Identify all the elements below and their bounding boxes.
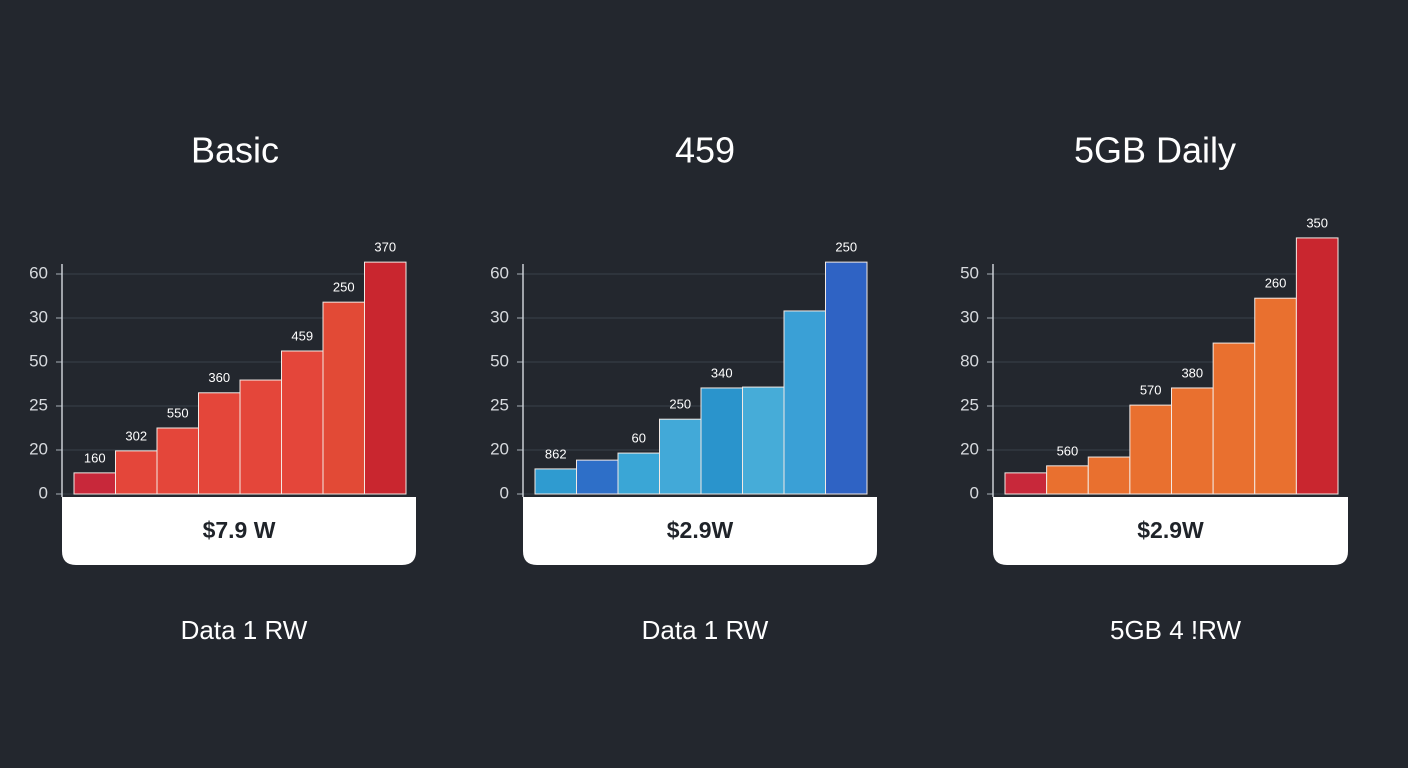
panel-title: Basic bbox=[191, 130, 279, 171]
y-tick-label: 30 bbox=[29, 307, 48, 326]
card-text: $2.9W bbox=[667, 517, 734, 543]
bar-label: 380 bbox=[1181, 365, 1203, 380]
bar bbox=[534, 468, 577, 495]
bar-label: 160 bbox=[84, 450, 106, 465]
bar bbox=[1129, 404, 1172, 495]
bar bbox=[825, 261, 868, 495]
y-tick-label: 30 bbox=[960, 307, 979, 326]
bar-label: 360 bbox=[208, 370, 230, 385]
y-tick-label: 0 bbox=[970, 483, 979, 502]
bar-label: 302 bbox=[125, 428, 147, 443]
footer-label: Data 1 RW bbox=[181, 615, 308, 645]
card bbox=[62, 497, 416, 565]
bar bbox=[1295, 237, 1339, 495]
y-tick-label: 0 bbox=[500, 483, 509, 502]
y-tick-label: 20 bbox=[29, 439, 48, 458]
footer-label: 5GB 4 !RW bbox=[1110, 615, 1241, 645]
y-tick-label: 20 bbox=[490, 439, 509, 458]
bar bbox=[115, 450, 158, 495]
card bbox=[523, 497, 877, 565]
bar bbox=[364, 261, 407, 495]
bar-label: 862 bbox=[545, 446, 567, 461]
bar bbox=[239, 379, 282, 495]
y-tick-label: 60 bbox=[490, 263, 509, 282]
bar bbox=[1087, 456, 1131, 495]
bar bbox=[1171, 387, 1214, 495]
bar-label: 250 bbox=[835, 240, 857, 255]
bar-label: 560 bbox=[1057, 443, 1079, 458]
card-text: $2.9W bbox=[1137, 517, 1204, 543]
bar bbox=[322, 301, 365, 495]
bar bbox=[198, 392, 241, 495]
bar-label: 340 bbox=[711, 365, 733, 380]
y-tick-label: 60 bbox=[29, 263, 48, 282]
bar-label: 370 bbox=[374, 240, 396, 255]
bar-label: 570 bbox=[1140, 383, 1162, 398]
bar bbox=[1212, 342, 1256, 495]
y-tick-label: 50 bbox=[960, 263, 979, 282]
y-tick-label: 20 bbox=[960, 439, 979, 458]
bar bbox=[73, 472, 116, 495]
y-tick-label: 50 bbox=[490, 351, 509, 370]
bar bbox=[783, 310, 826, 495]
bar-label: 550 bbox=[167, 405, 189, 420]
bar-label: 350 bbox=[1306, 215, 1328, 230]
bar bbox=[1254, 297, 1297, 495]
y-tick-label: 80 bbox=[960, 351, 979, 370]
bar bbox=[617, 452, 660, 495]
y-tick-label: 25 bbox=[960, 395, 979, 414]
y-tick-label: 0 bbox=[39, 483, 48, 502]
y-tick-label: 50 bbox=[29, 351, 48, 370]
footer-label: Data 1 RW bbox=[642, 615, 769, 645]
panel-title: 5GB Daily bbox=[1074, 130, 1236, 171]
bar bbox=[1046, 465, 1089, 495]
bar-label: 250 bbox=[669, 397, 691, 412]
bar bbox=[700, 387, 743, 495]
card-text: $7.9 W bbox=[203, 517, 276, 543]
panel-title: 459 bbox=[675, 130, 735, 171]
bar bbox=[742, 386, 785, 495]
bar bbox=[1004, 472, 1048, 495]
y-tick-label: 25 bbox=[490, 395, 509, 414]
bar bbox=[576, 459, 619, 495]
bar bbox=[156, 427, 199, 495]
y-tick-label: 25 bbox=[29, 395, 48, 414]
card bbox=[993, 497, 1348, 565]
bar bbox=[659, 418, 702, 495]
bar-label: 260 bbox=[1265, 276, 1287, 291]
bar bbox=[281, 350, 324, 495]
bar-label: 60 bbox=[632, 431, 646, 446]
y-tick-label: 30 bbox=[490, 307, 509, 326]
bar-label: 250 bbox=[333, 280, 355, 295]
bar-label: 459 bbox=[291, 328, 313, 343]
